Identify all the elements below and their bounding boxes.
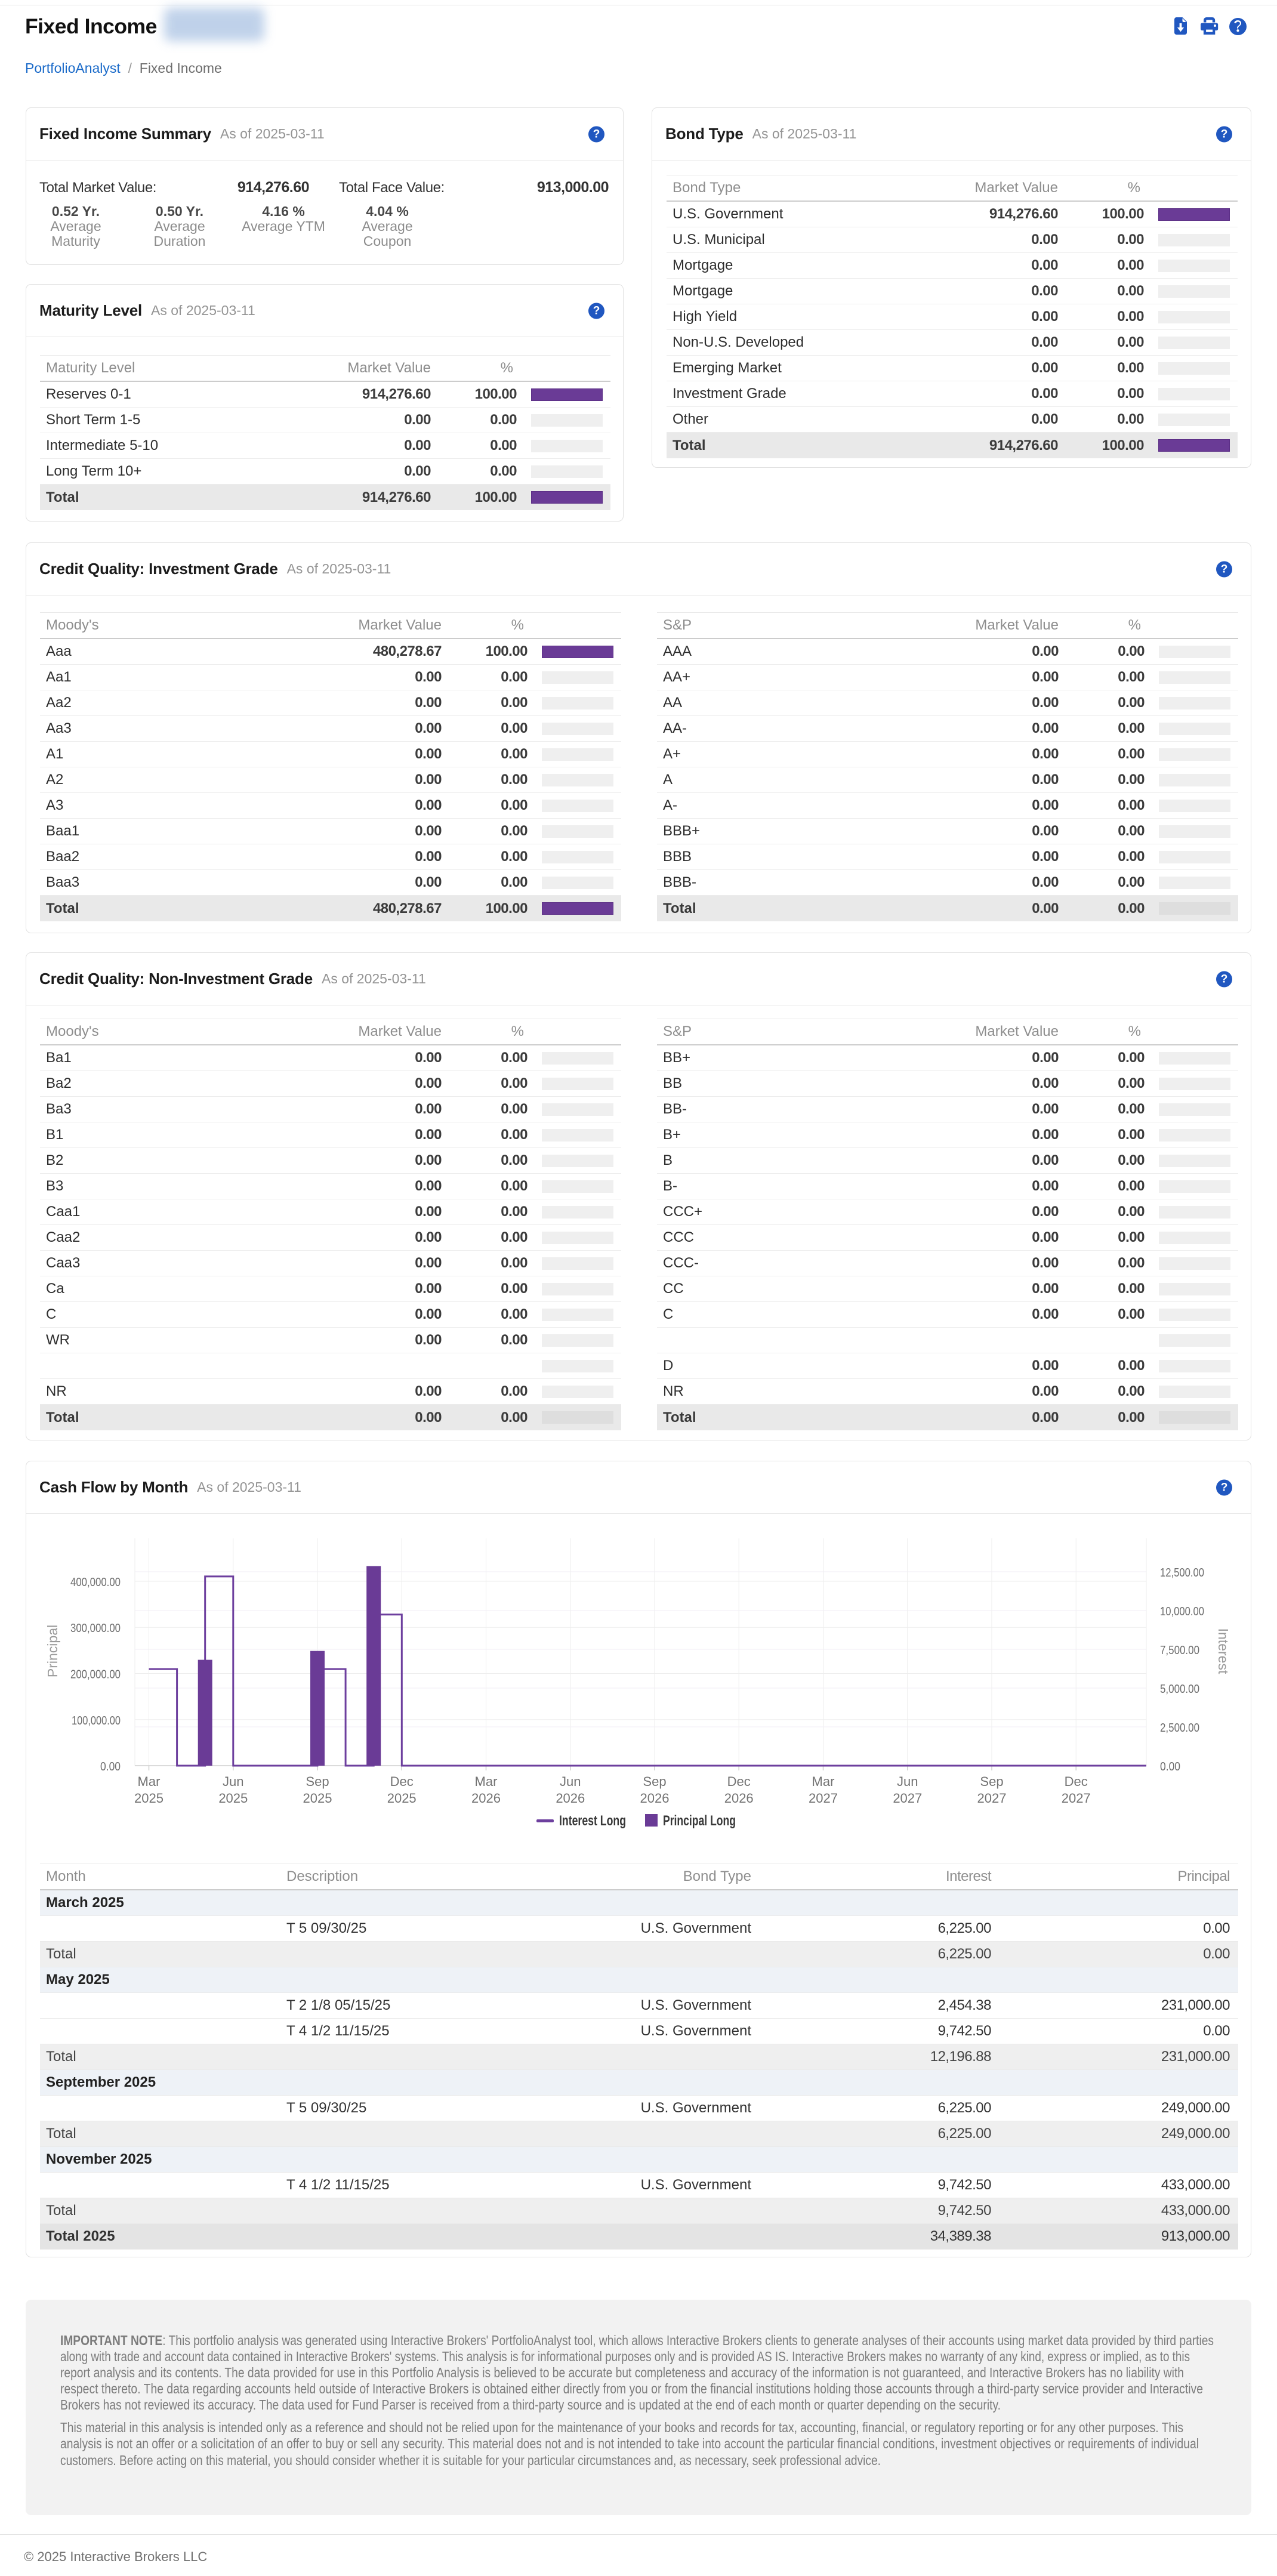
svg-text:This material in this analysis: This material in this analysis is intend…: [60, 2420, 1183, 2435]
svg-text:12,500.00: 12,500.00: [1160, 1566, 1204, 1579]
svg-text:2,500.00: 2,500.00: [1160, 1722, 1199, 1735]
svg-text:2026: 2026: [471, 1791, 501, 1806]
svg-text:report analysis and its conten: report analysis and its contents. The da…: [60, 2365, 1184, 2380]
svg-text:Mar: Mar: [475, 1774, 498, 1789]
svg-text:2027: 2027: [893, 1791, 922, 1806]
svg-text:300,000.00: 300,000.00: [70, 1622, 121, 1635]
svg-text:400,000.00: 400,000.00: [70, 1576, 121, 1589]
svg-text:Dec: Dec: [390, 1774, 414, 1789]
svg-text:2026: 2026: [640, 1791, 670, 1806]
svg-text:0.00: 0.00: [1160, 1760, 1180, 1773]
svg-text:7,500.00: 7,500.00: [1160, 1644, 1199, 1657]
svg-text:2027: 2027: [977, 1791, 1007, 1806]
svg-text:2027: 2027: [1062, 1791, 1091, 1806]
svg-text:100,000.00: 100,000.00: [72, 1714, 121, 1727]
svg-text:Jun: Jun: [223, 1774, 243, 1789]
svg-text:5,000.00: 5,000.00: [1160, 1683, 1199, 1696]
svg-text:2025: 2025: [218, 1791, 248, 1806]
svg-text:200,000.00: 200,000.00: [70, 1668, 121, 1682]
svg-text:Interest: Interest: [1216, 1628, 1231, 1674]
svg-text:Sep: Sep: [980, 1774, 1003, 1789]
svg-text:Brokers has not reviewed its a: Brokers has not reviewed its accuracy. T…: [60, 2397, 1001, 2413]
svg-text:respect thereto. The data rega: respect thereto. The data regarding acco…: [60, 2381, 1203, 2396]
svg-text:2025: 2025: [387, 1791, 417, 1806]
svg-text:2025: 2025: [134, 1791, 164, 1806]
svg-text:Mar: Mar: [138, 1774, 161, 1789]
svg-text:customers. Before acting on th: customers. Before acting on this materia…: [60, 2452, 881, 2468]
svg-text:Jun: Jun: [897, 1774, 918, 1789]
svg-text:Dec: Dec: [727, 1774, 751, 1789]
svg-text:Principal Long: Principal Long: [663, 1813, 736, 1829]
svg-text:Interest Long: Interest Long: [559, 1813, 626, 1829]
svg-text:analysis is not an offer or a: analysis is not an offer or a solicitati…: [60, 2436, 1199, 2451]
svg-text:2026: 2026: [556, 1791, 585, 1806]
svg-text:2025: 2025: [303, 1791, 332, 1806]
svg-text:Mar: Mar: [812, 1774, 835, 1789]
svg-text:2027: 2027: [809, 1791, 838, 1806]
svg-text:10,000.00: 10,000.00: [1160, 1605, 1204, 1618]
svg-text:2026: 2026: [724, 1791, 754, 1806]
svg-text:Sep: Sep: [643, 1774, 666, 1789]
svg-text:Jun: Jun: [560, 1774, 581, 1789]
svg-text:Sep: Sep: [306, 1774, 329, 1789]
svg-text:Dec: Dec: [1065, 1774, 1088, 1789]
svg-text:Principal: Principal: [45, 1625, 60, 1677]
svg-text:0.00: 0.00: [100, 1760, 121, 1773]
svg-text:along with trade and account d: along with trade and account data contai…: [60, 2349, 1190, 2364]
svg-text:IMPORTANT NOTE: This portfolio: IMPORTANT NOTE: This portfolio analysis …: [60, 2333, 1214, 2348]
